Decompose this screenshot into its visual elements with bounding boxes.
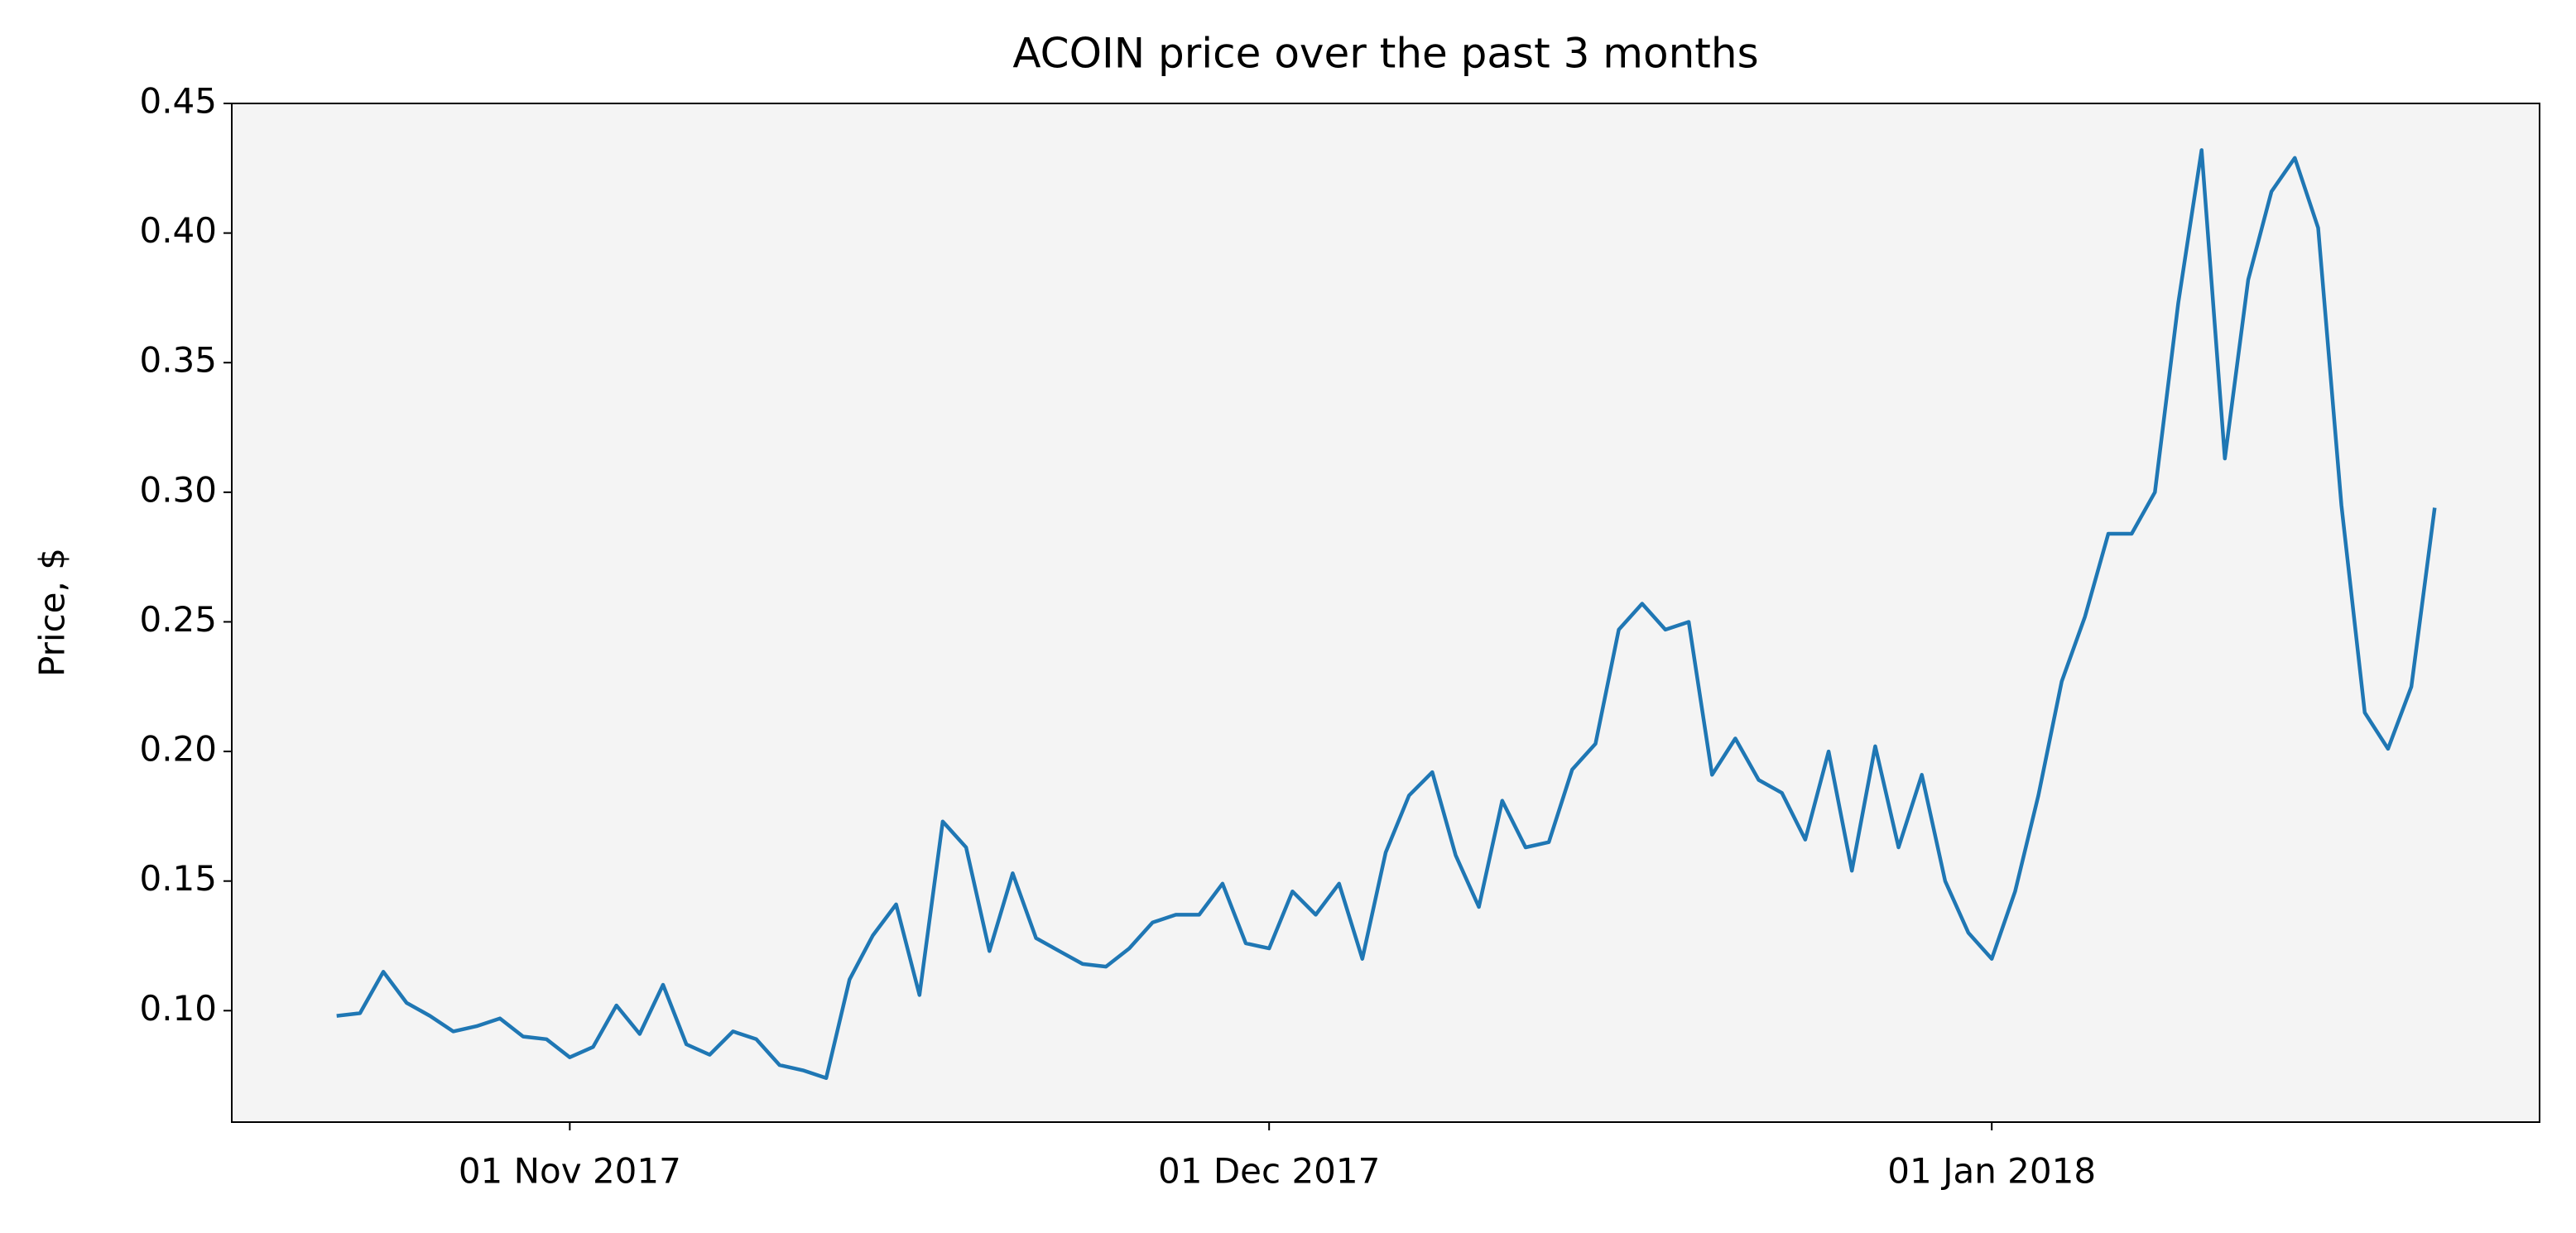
- x-tick-label: 01 Nov 2017: [459, 1151, 681, 1192]
- y-tick-label: 0.20: [139, 729, 217, 770]
- x-tick-label: 01 Jan 2018: [1887, 1151, 2096, 1192]
- x-tick-label: 01 Dec 2017: [1158, 1151, 1380, 1192]
- plot-frame: [231, 103, 2540, 1123]
- y-tick-label: 0.10: [139, 988, 217, 1029]
- y-tick-label: 0.40: [139, 210, 217, 251]
- y-tick-label: 0.25: [139, 599, 217, 640]
- y-axis-label: Price, $: [32, 548, 73, 677]
- y-tick-label: 0.35: [139, 340, 217, 381]
- y-tick-label: 0.45: [139, 81, 217, 122]
- price-line: [336, 148, 2437, 1081]
- chart-title: ACOIN price over the past 3 months: [1012, 30, 1758, 78]
- y-tick-label: 0.30: [139, 469, 217, 510]
- plot-area: [232, 103, 2540, 1122]
- y-tick-label: 0.15: [139, 858, 217, 899]
